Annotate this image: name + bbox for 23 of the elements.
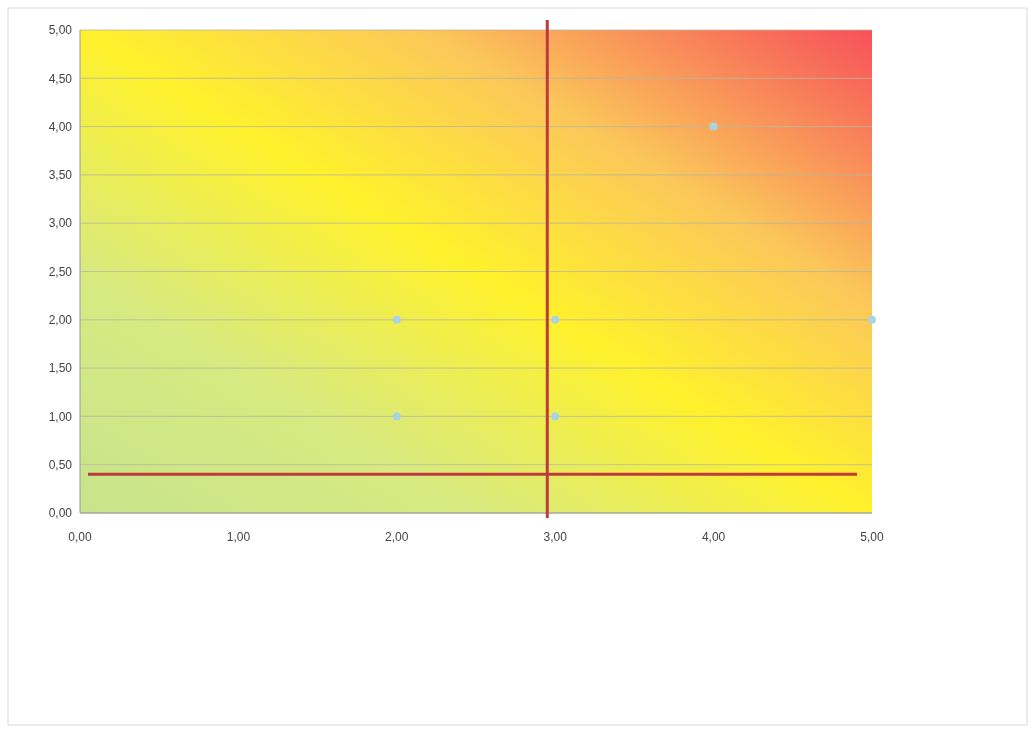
point bbox=[709, 122, 718, 131]
y-tick-label: 4,00 bbox=[48, 119, 73, 134]
y-tick-label: 1,00 bbox=[48, 409, 73, 424]
point bbox=[392, 412, 401, 421]
point bbox=[551, 412, 560, 421]
y-tick-label: 3,50 bbox=[48, 168, 73, 183]
y-tick-label: 2,50 bbox=[48, 264, 73, 279]
y-tick-label: 0,50 bbox=[48, 457, 73, 472]
y-tick-label: 5,00 bbox=[48, 23, 73, 38]
x-tick-label: 3,00 bbox=[543, 530, 568, 544]
point bbox=[392, 315, 401, 324]
point bbox=[551, 315, 560, 324]
y-tick-label: 2,00 bbox=[48, 313, 73, 327]
y-tick-label: 0,00 bbox=[48, 506, 73, 521]
x-tick-label: 2,00 bbox=[385, 530, 409, 544]
x-tick-label: 0,00 bbox=[68, 530, 92, 544]
y-tick-label: 1,50 bbox=[48, 361, 73, 376]
y-tick-label: 4,50 bbox=[48, 71, 73, 86]
point bbox=[868, 315, 876, 324]
x-tick-label: 4,00 bbox=[701, 530, 726, 544]
x-tick-label: 5,00 bbox=[860, 530, 884, 544]
x-tick-label: 1,00 bbox=[226, 530, 251, 544]
y-tick-label: 3,00 bbox=[48, 216, 73, 231]
